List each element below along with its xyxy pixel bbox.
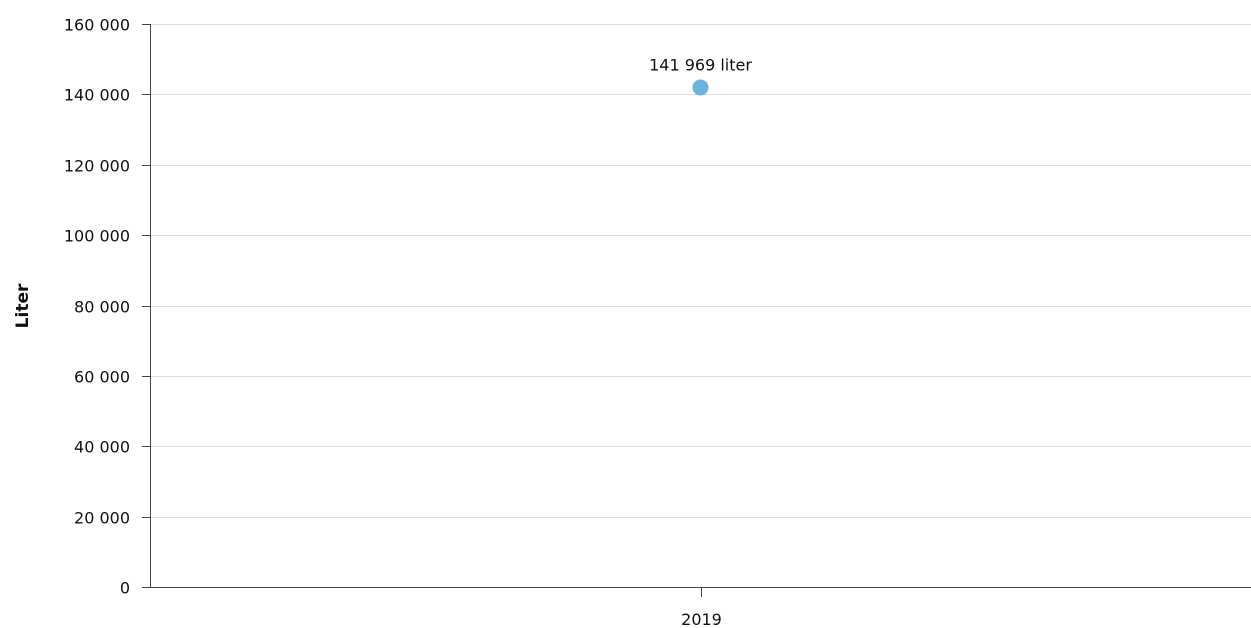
y-tick-label: 100 000 xyxy=(64,227,130,246)
y-tick-label: 40 000 xyxy=(74,438,130,457)
y-tick-label: 0 xyxy=(120,579,130,598)
y-axis-title: Liter xyxy=(13,283,33,328)
x-axis-ticks: 2019 xyxy=(681,587,722,628)
data-labels: 141 969 liter xyxy=(649,55,752,74)
y-tick-label: 20 000 xyxy=(74,509,130,528)
y-tick-label: 60 000 xyxy=(74,368,130,387)
x-tick-label: 2019 xyxy=(681,610,722,628)
y-tick-label: 120 000 xyxy=(64,157,130,176)
y-axis-ticks: 0 20 000 40 000 60 000 80 000 100 000 120 000 1… xyxy=(64,16,150,598)
grid-lines xyxy=(150,24,1251,518)
data-label: 141 969 liter xyxy=(649,55,752,74)
y-tick-label: 140 000 xyxy=(64,86,130,105)
data-point[interactable] xyxy=(692,79,709,96)
y-tick-label: 160 000 xyxy=(64,16,130,35)
y-tick-label: 80 000 xyxy=(74,298,130,317)
data-points xyxy=(692,79,709,96)
